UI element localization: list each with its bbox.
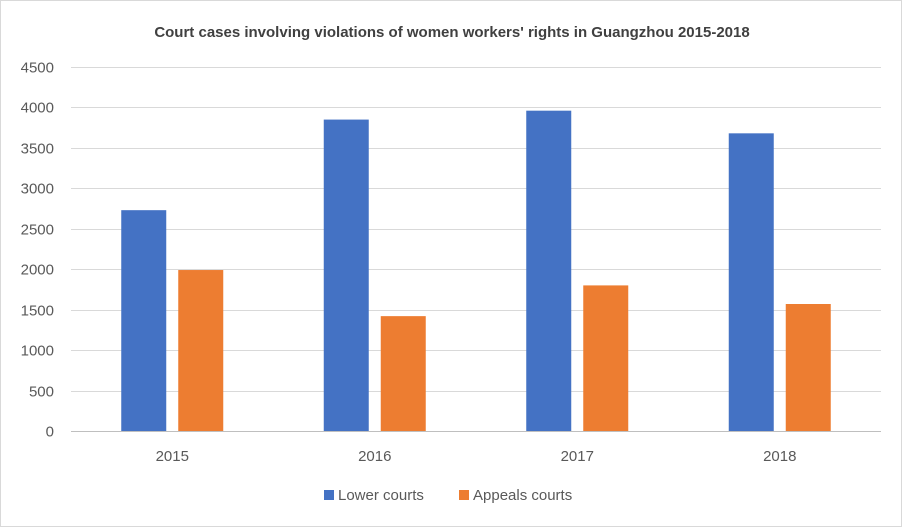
bar-lower-courts-2016 [323,119,369,432]
bar-lower-courts-2017 [526,110,572,432]
y-axis: 0 500 1000 1500 2000 2500 3000 3500 4000 4500 [21,60,54,441]
y-tick-label: 2000 [21,262,54,279]
bar-appeals-courts-2017 [583,285,629,431]
x-tick-label: 2018 [763,448,796,465]
legend-label: Appeals courts [473,487,572,504]
legend-swatch [324,490,334,500]
bar-appeals-courts-2018 [785,304,831,431]
x-tick-label: 2015 [156,448,189,465]
y-tick-label: 1500 [21,303,54,320]
bar-appeals-courts-2015 [178,270,224,431]
legend-swatch [459,490,469,500]
y-tick-label: 3000 [21,181,54,198]
x-tick-label: 2017 [561,448,594,465]
legend: Lower courts Appeals courts [324,487,572,504]
y-tick-label: 4000 [21,100,54,117]
y-tick-label: 4500 [21,60,54,77]
bars [121,110,831,432]
y-tick-label: 2500 [21,222,54,239]
y-tick-label: 500 [29,384,54,401]
x-tick-label: 2016 [358,448,391,465]
bar-lower-courts-2018 [728,133,774,431]
bar-appeals-courts-2016 [380,316,426,431]
legend-label: Lower courts [338,487,424,504]
chart-title: Court cases involving violations of wome… [154,24,749,41]
y-tick-label: 1000 [21,343,54,360]
y-tick-label: 3500 [21,141,54,158]
bar-lower-courts-2015 [121,210,167,431]
x-axis: 2015 2016 2017 2018 [71,431,881,465]
y-tick-label: 0 [46,424,54,441]
